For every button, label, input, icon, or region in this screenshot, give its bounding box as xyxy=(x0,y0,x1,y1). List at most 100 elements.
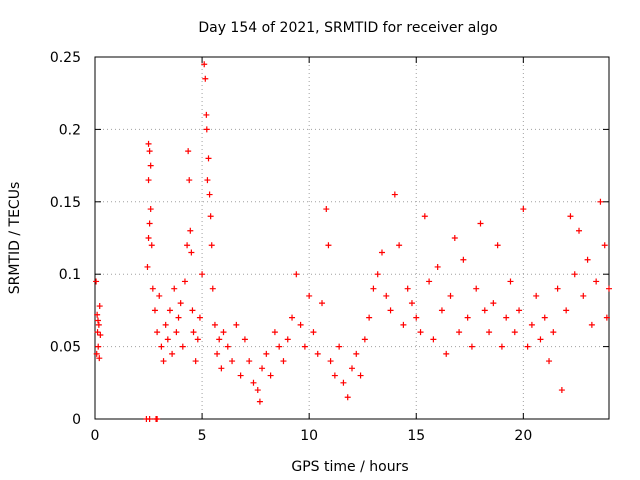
x-tick-label: 15 xyxy=(407,428,425,444)
data-point xyxy=(177,300,184,307)
y-tick-label: 0.2 xyxy=(59,122,81,138)
data-point xyxy=(314,350,321,357)
data-point xyxy=(169,350,176,357)
data-point xyxy=(186,177,193,184)
data-point xyxy=(204,177,211,184)
data-point xyxy=(154,329,161,336)
data-point xyxy=(276,343,283,350)
data-point xyxy=(229,358,236,365)
data-point xyxy=(145,140,152,147)
data-point xyxy=(271,329,278,336)
data-point xyxy=(148,242,155,249)
data-point xyxy=(259,365,266,372)
data-point xyxy=(520,206,527,213)
data-point xyxy=(490,300,497,307)
data-point xyxy=(456,329,463,336)
data-point xyxy=(558,387,565,394)
data-point xyxy=(498,343,505,350)
data-point xyxy=(203,126,210,133)
data-point xyxy=(96,303,103,310)
data-point xyxy=(580,292,587,299)
data-point xyxy=(202,75,209,82)
data-point xyxy=(438,307,445,314)
data-point xyxy=(451,235,458,241)
data-point xyxy=(233,321,240,328)
data-point xyxy=(284,336,291,343)
data-point xyxy=(473,285,480,292)
data-point xyxy=(162,321,169,328)
data-point xyxy=(421,213,428,220)
data-point xyxy=(166,307,173,314)
data-point xyxy=(494,242,501,249)
data-point xyxy=(576,227,583,234)
data-point xyxy=(349,365,355,372)
data-point xyxy=(344,394,351,401)
data-point xyxy=(171,285,178,292)
data-point xyxy=(430,336,437,343)
data-point xyxy=(206,191,213,198)
data-point xyxy=(93,278,100,285)
data-point xyxy=(205,155,212,162)
data-point xyxy=(187,227,194,234)
data-point xyxy=(516,307,523,314)
data-point xyxy=(400,321,407,328)
data-point xyxy=(145,235,152,241)
data-point xyxy=(366,314,373,321)
data-point xyxy=(597,198,604,205)
data-point xyxy=(533,292,540,299)
data-point xyxy=(588,321,595,328)
data-point xyxy=(209,285,216,292)
data-point xyxy=(554,285,561,292)
data-point xyxy=(241,336,248,343)
y-tick-label: 0.1 xyxy=(59,267,81,283)
data-point xyxy=(408,300,415,307)
data-point xyxy=(146,220,153,227)
data-point xyxy=(336,343,343,350)
data-point xyxy=(567,213,574,220)
data-point xyxy=(160,358,167,365)
data-point xyxy=(188,249,195,256)
data-point xyxy=(151,307,158,314)
data-point xyxy=(374,271,381,278)
data-point xyxy=(396,242,403,249)
data-point xyxy=(147,206,154,213)
data-point xyxy=(208,242,215,249)
data-point xyxy=(537,336,544,343)
data-point xyxy=(203,111,210,118)
data-point xyxy=(95,343,102,350)
data-point xyxy=(190,329,197,336)
data-point xyxy=(149,285,156,292)
y-axis-label: SRMTID / TECUs xyxy=(7,182,23,295)
data-point xyxy=(361,336,368,343)
data-point xyxy=(214,350,221,357)
data-point xyxy=(340,379,347,386)
y-tick-label: 0.25 xyxy=(50,50,81,66)
data-point xyxy=(164,336,171,343)
data-point xyxy=(293,271,300,278)
data-point xyxy=(154,416,161,422)
y-tick-label: 0.15 xyxy=(50,195,81,211)
data-point xyxy=(434,263,441,270)
data-point xyxy=(144,263,151,270)
data-point xyxy=(95,321,102,328)
data-point xyxy=(297,321,304,328)
x-tick-label: 0 xyxy=(91,428,100,444)
data-point xyxy=(603,314,610,321)
data-point xyxy=(546,358,553,365)
data-point xyxy=(331,372,338,379)
data-point xyxy=(417,329,424,336)
data-point xyxy=(94,329,101,336)
data-point xyxy=(486,329,493,336)
data-point xyxy=(185,148,192,155)
data-point xyxy=(207,213,214,220)
data-point xyxy=(601,242,608,249)
data-point xyxy=(306,292,313,299)
data-point xyxy=(218,365,225,372)
data-point xyxy=(173,329,180,336)
data-point xyxy=(323,206,330,213)
data-point xyxy=(146,416,153,422)
data-point xyxy=(220,329,227,336)
data-point xyxy=(584,256,591,263)
